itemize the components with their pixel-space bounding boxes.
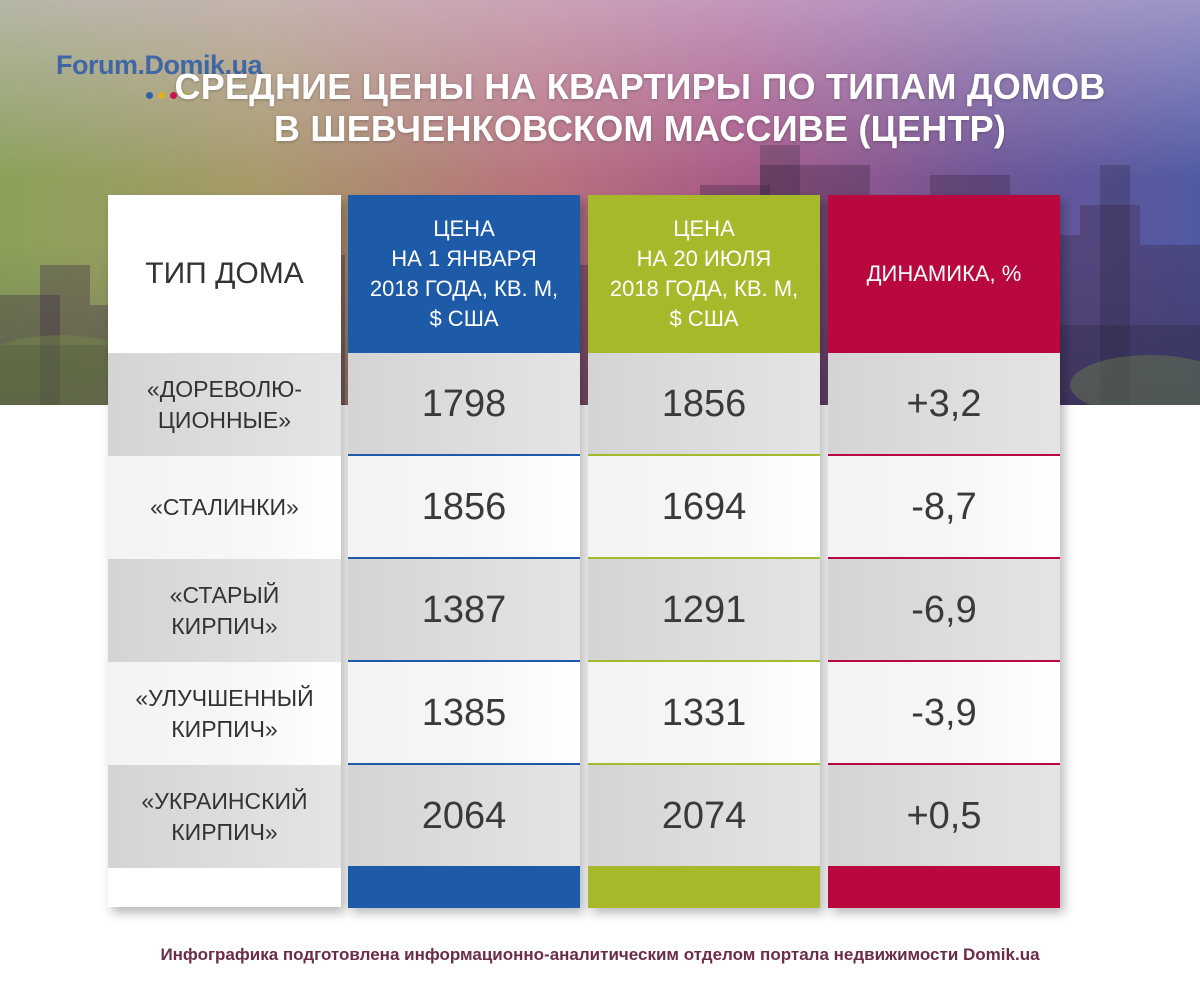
cell-price-jan-row2: 1856 <box>348 456 580 559</box>
value-label: +3,2 <box>906 383 982 425</box>
site-logo[interactable]: Forum.Domik.ua <box>56 50 263 80</box>
cell-type-improved-brick: «Улучшенный кирпич» <box>108 662 341 765</box>
cell-price-jul-row2: 1694 <box>588 456 820 559</box>
value-label: 1856 <box>421 486 507 528</box>
cell-price-jul-row3: 1291 <box>588 559 820 662</box>
column-price-july: Цена на 20 июля 2018 года, кв. м, $ США … <box>588 195 820 908</box>
header-price-july: Цена на 20 июля 2018 года, кв. м, $ США <box>588 195 820 353</box>
value-label: -3,9 <box>911 692 977 734</box>
title-line-1: Средние цены на квартиры по типам домов <box>174 66 1106 107</box>
column-footer-green <box>588 868 820 908</box>
value-label: 1385 <box>421 692 507 734</box>
column-footer <box>108 868 341 908</box>
cell-change-row1: +3,2 <box>828 353 1060 456</box>
cell-type-stalinki: «Сталинки» <box>108 456 341 559</box>
footer-caption: Инфографика подготовлена информационно-а… <box>160 945 1040 964</box>
column-house-type: Тип дома «Дореволю- ционные» «Сталинки» … <box>108 195 341 907</box>
cell-change-row5: +0,5 <box>828 765 1060 868</box>
cell-price-jan-row3: 1387 <box>348 559 580 662</box>
value-label: 1331 <box>661 692 747 734</box>
column-footer-red <box>828 868 1060 908</box>
value-label: 1856 <box>661 383 747 425</box>
cell-type-prerevolutionary: «Дореволю- ционные» <box>108 353 341 456</box>
value-label: 2074 <box>661 795 747 837</box>
logo-dots-icon <box>146 86 194 104</box>
column-change: Динамика, % +3,2 -8,7 -6,9 -3,9 +0,5 <box>828 195 1060 908</box>
cell-change-row2: -8,7 <box>828 456 1060 559</box>
column-price-january: Цена на 1 января 2018 года, кв. м, $ США… <box>348 195 580 908</box>
column-footer-blue <box>348 868 580 908</box>
cell-price-jan-row4: 1385 <box>348 662 580 765</box>
cell-change-row4: -3,9 <box>828 662 1060 765</box>
value-label: -8,7 <box>911 486 977 528</box>
cell-price-jan-row1: 1798 <box>348 353 580 456</box>
title-line-2: в Шевченковском массиве (центр) <box>273 108 1007 149</box>
cell-price-jul-row5: 2074 <box>588 765 820 868</box>
sky-haze <box>0 0 1200 180</box>
value-label: 1694 <box>661 486 747 528</box>
cell-type-old-brick: «Старый кирпич» <box>108 559 341 662</box>
header-price-january: Цена на 1 января 2018 года, кв. м, $ США <box>348 195 580 353</box>
cell-price-jul-row4: 1331 <box>588 662 820 765</box>
cell-price-jan-row5: 2064 <box>348 765 580 868</box>
value-label: 1291 <box>661 589 747 631</box>
header-change: Динамика, % <box>828 195 1060 353</box>
header-house-type: Тип дома <box>145 257 304 290</box>
value-label: 2064 <box>421 795 507 837</box>
value-label: 1798 <box>421 383 507 425</box>
cell-price-jul-row1: 1856 <box>588 353 820 456</box>
value-label: +0,5 <box>906 795 982 837</box>
cell-type-ukrainian-brick: «Украинский кирпич» <box>108 765 341 868</box>
value-label: -6,9 <box>911 589 977 631</box>
infographic-title: Средние цены на квартиры по типам домов … <box>140 66 1140 150</box>
value-label: 1387 <box>421 589 507 631</box>
cell-change-row3: -6,9 <box>828 559 1060 662</box>
